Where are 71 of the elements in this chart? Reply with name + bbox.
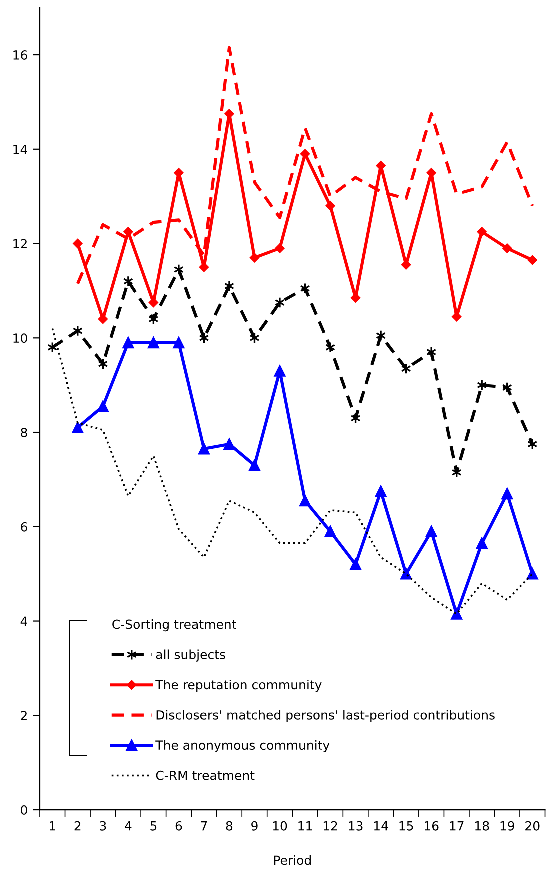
x-tick-label: 3: [100, 821, 106, 831]
x-tick-label: 2: [74, 821, 81, 831]
x-tick-label: 1: [50, 822, 56, 831]
x-tick-label: 8: [226, 821, 233, 831]
point: [452, 312, 462, 322]
y-tick-label: 12: [14, 239, 27, 249]
point: [224, 438, 236, 450]
legend-title: C-Sorting treatment: [112, 620, 236, 632]
point: [275, 244, 285, 254]
point: [477, 227, 487, 237]
point: [73, 239, 83, 249]
y-tick-label: 8: [21, 428, 28, 438]
point: [502, 244, 512, 254]
legend-label: C-RM treatment: [156, 770, 255, 780]
point: [375, 486, 387, 498]
x-axis-title: Period: [274, 855, 311, 866]
point: [173, 337, 185, 349]
x-tick-label: 14: [374, 822, 388, 831]
point: [426, 168, 436, 178]
x-tick-label: 20: [526, 821, 540, 831]
x-tick-label: 9: [252, 821, 258, 831]
point: [300, 149, 310, 159]
point: [199, 262, 209, 272]
point: [300, 495, 311, 507]
point: [526, 568, 538, 580]
legend-label: all subjects: [156, 650, 226, 662]
point: [148, 337, 160, 349]
y-tick-label: 0: [21, 806, 28, 815]
point: [528, 256, 538, 266]
point: [249, 460, 260, 472]
y-tick-label: 10: [14, 334, 28, 344]
x-tick-label: 5: [150, 822, 157, 831]
point: [122, 337, 134, 349]
x-tick-label: 15: [400, 822, 414, 831]
point: [174, 168, 184, 178]
x-tick-label: 7: [201, 822, 208, 831]
point: [476, 538, 488, 550]
point: [97, 400, 109, 412]
legend-label: The reputation community: [156, 680, 322, 692]
point: [325, 342, 336, 354]
point: [324, 526, 336, 538]
point: [426, 526, 438, 538]
x-tick-label: 17: [450, 822, 464, 831]
y-tick-label: 16: [14, 50, 28, 60]
x-tick-label: 12: [324, 821, 338, 831]
x-tick-label: 4: [125, 822, 132, 831]
point: [326, 201, 336, 211]
point: [502, 488, 514, 500]
point: [123, 276, 134, 288]
point: [198, 443, 210, 455]
point: [274, 365, 286, 377]
point: [350, 558, 362, 570]
legend-label: Disclosers' matched persons' last-period contributions: [156, 710, 495, 722]
x-tick-label: 11: [298, 822, 312, 831]
point: [451, 608, 463, 620]
x-tick-label: 19: [500, 821, 514, 831]
point: [72, 422, 84, 434]
point: [400, 568, 412, 580]
point: [250, 253, 260, 263]
y-tick-label: 2: [21, 711, 27, 720]
x-tick-label: 18: [476, 821, 490, 831]
legend-label: The anonymous community: [156, 740, 330, 753]
x-tick-label: 6: [176, 821, 182, 831]
point: [148, 298, 158, 308]
y-tick-label: 14: [14, 145, 28, 154]
x-tick-label: 10: [273, 821, 288, 831]
y-tick-label: 4: [20, 616, 28, 626]
point: [224, 109, 234, 119]
x-tick-label: 13: [349, 821, 363, 831]
y-tick-label: 6: [21, 522, 28, 532]
x-tick-label: 16: [424, 821, 439, 831]
